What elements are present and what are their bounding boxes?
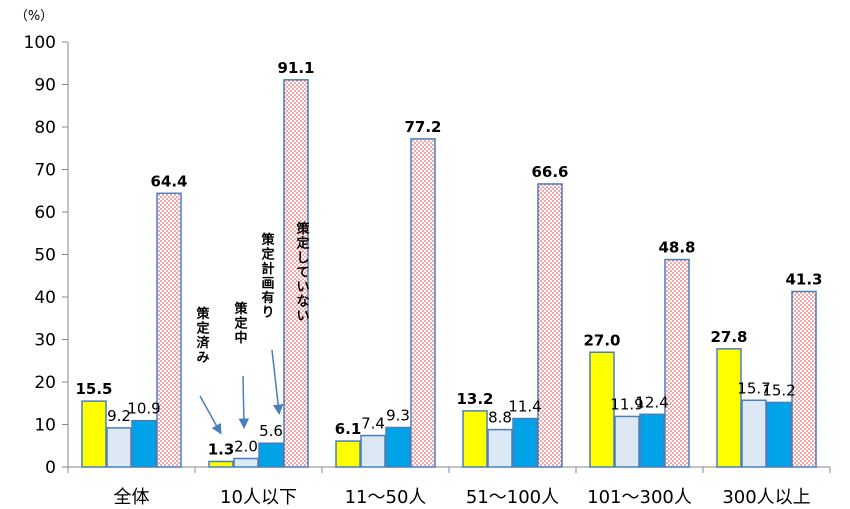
bar-4-1 bbox=[156, 192, 182, 468]
value-label: 12.4 bbox=[635, 393, 668, 411]
y-tick-label: 30 bbox=[34, 331, 56, 351]
y-tick-label: 10 bbox=[34, 416, 56, 436]
series-annotation-char: 策 bbox=[261, 232, 275, 248]
bar-1-3 bbox=[335, 440, 361, 468]
series-annotation-char: 済 bbox=[196, 335, 210, 351]
value-label: 2.0 bbox=[234, 438, 258, 456]
y-tick-label: 40 bbox=[34, 288, 56, 308]
bar-2-1 bbox=[106, 427, 132, 468]
bar-3-2 bbox=[258, 442, 284, 468]
value-label: 15.7 bbox=[737, 379, 770, 397]
bar-3-5 bbox=[639, 413, 665, 468]
series-annotation-char: 定 bbox=[233, 316, 247, 332]
category-label: 51〜100人 bbox=[466, 487, 559, 508]
category-label: 101〜300人 bbox=[587, 487, 692, 508]
value-label: 11.9 bbox=[610, 395, 643, 413]
value-label: 91.1 bbox=[277, 59, 314, 77]
series-annotation-char: て bbox=[296, 266, 309, 281]
series-annotation-char: 定 bbox=[295, 236, 309, 252]
value-label: 41.3 bbox=[785, 270, 822, 288]
bars bbox=[81, 79, 817, 468]
value-label: 27.0 bbox=[583, 331, 620, 349]
category-label: 11〜50人 bbox=[345, 487, 427, 508]
series-annotation-char: 策 bbox=[296, 221, 310, 237]
value-label: 9.2 bbox=[107, 407, 131, 425]
series-annotation-char: 定 bbox=[195, 321, 209, 337]
bar-2-3 bbox=[360, 434, 386, 468]
value-labels: 15.5 9.210.9 64.4 1.3 2.05.6 91.1 6.1 7.4 9.3 77.… bbox=[75, 59, 822, 459]
category-label: 全体 bbox=[114, 487, 150, 508]
bar-4-5 bbox=[664, 258, 690, 468]
bar-4-3 bbox=[410, 138, 436, 468]
series-annotation-char: 画 bbox=[261, 277, 274, 292]
category-labels: 全体 10人以下 11〜50人 51〜100人 101〜300人 300人以上 bbox=[114, 487, 811, 508]
bar-1-5 bbox=[589, 351, 615, 468]
series-annotation-char: な bbox=[296, 295, 309, 310]
bar-4-2 bbox=[283, 79, 309, 468]
bar-2-4 bbox=[487, 428, 513, 468]
series-annotation-char: り bbox=[261, 306, 274, 321]
series-annotation-char: 計 bbox=[261, 261, 274, 277]
y-tick-label: 90 bbox=[34, 76, 56, 96]
value-label: 77.2 bbox=[404, 118, 441, 136]
bar-3-6 bbox=[766, 401, 792, 468]
value-label: 5.6 bbox=[259, 422, 283, 440]
series-annotation-char: い bbox=[296, 309, 309, 324]
y-axis-unit-label: （%） bbox=[15, 9, 53, 24]
series-annotation-char: 策 bbox=[196, 306, 210, 322]
annotation-arrow bbox=[271, 349, 284, 415]
bar-4-4 bbox=[537, 183, 563, 468]
y-tick-label: 50 bbox=[34, 246, 56, 266]
y-tick-label: 100 bbox=[24, 33, 56, 53]
series-annotation-char: 中 bbox=[234, 330, 247, 346]
x-axis-ticks bbox=[67, 467, 831, 473]
value-label: 64.4 bbox=[150, 172, 187, 190]
bar-1-1 bbox=[81, 400, 107, 468]
y-tick-label: 60 bbox=[34, 203, 56, 223]
value-label: 27.8 bbox=[710, 328, 747, 346]
series-annotation-char: 策 bbox=[234, 301, 248, 317]
y-tick-label: 20 bbox=[34, 373, 56, 393]
series-annotation-char: い bbox=[296, 280, 309, 295]
series-annotation-char: し bbox=[296, 251, 309, 266]
value-label: 11.4 bbox=[508, 398, 541, 416]
value-label: 1.3 bbox=[208, 440, 235, 458]
category-label: 10人以下 bbox=[220, 487, 297, 508]
value-label: 66.6 bbox=[531, 163, 568, 181]
value-label: 10.9 bbox=[127, 400, 160, 418]
value-label: 13.2 bbox=[456, 390, 493, 408]
annotation-arrow bbox=[199, 395, 222, 435]
bar-2-2 bbox=[233, 457, 259, 468]
value-label: 15.5 bbox=[75, 380, 112, 398]
y-tick-label: 70 bbox=[34, 161, 56, 181]
value-label: 15.2 bbox=[762, 381, 795, 399]
y-axis-ticks: 0 10 20 30 40 50 60 70 80 90 100 bbox=[24, 33, 68, 478]
y-tick-label: 0 bbox=[45, 458, 56, 478]
value-label: 48.8 bbox=[658, 239, 695, 257]
bar-1-6 bbox=[716, 348, 742, 468]
annotation-arrow bbox=[238, 375, 250, 429]
bar-2-5 bbox=[614, 415, 640, 468]
y-tick-label: 80 bbox=[34, 118, 56, 138]
value-label: 7.4 bbox=[361, 415, 385, 433]
series-annotation-char: み bbox=[196, 351, 209, 366]
bar-3-4 bbox=[512, 417, 538, 468]
value-label: 6.1 bbox=[335, 420, 362, 438]
bar-3-1 bbox=[131, 419, 157, 468]
value-label: 9.3 bbox=[386, 406, 410, 424]
bar-3-3 bbox=[385, 426, 411, 468]
bar-2-6 bbox=[741, 399, 767, 468]
bar-1-2 bbox=[208, 460, 234, 468]
category-label: 300人以上 bbox=[722, 487, 810, 508]
value-label: 8.8 bbox=[488, 409, 512, 427]
series-annotation-char: 有 bbox=[261, 290, 274, 306]
series-annotation-char: 定 bbox=[260, 247, 274, 263]
bar-1-4 bbox=[462, 410, 488, 468]
bar-4-6 bbox=[791, 290, 817, 468]
